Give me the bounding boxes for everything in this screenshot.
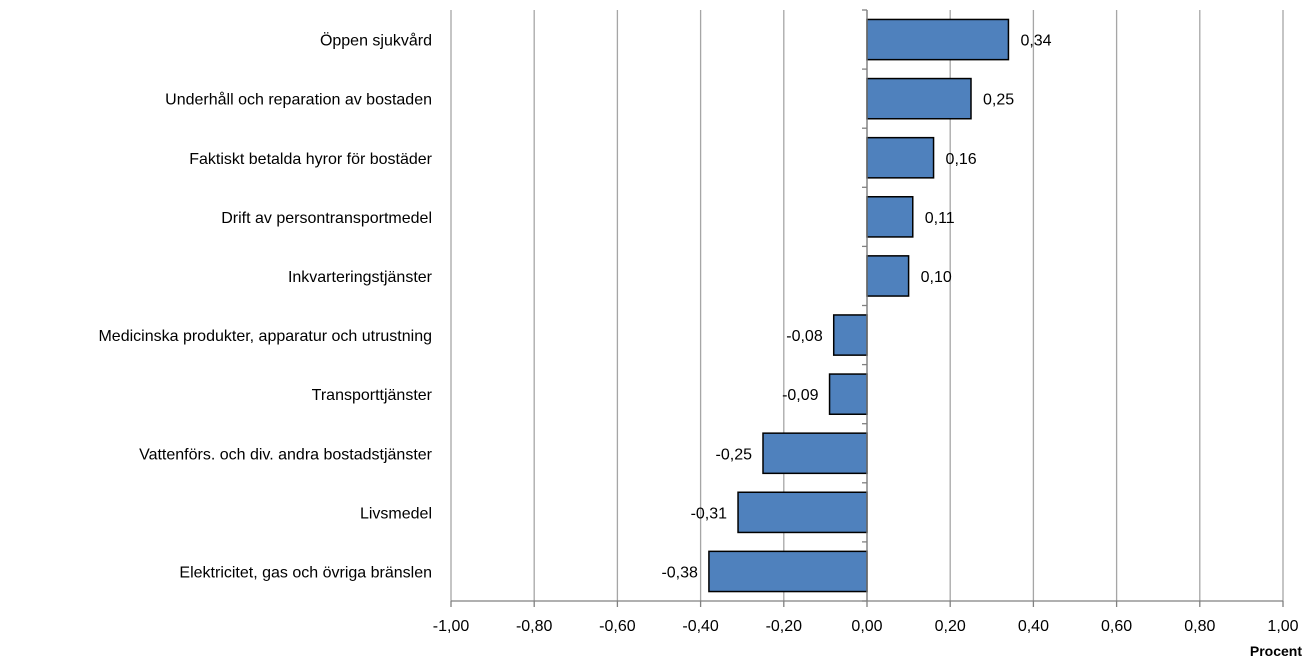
data-label: -0,09 <box>782 387 819 404</box>
x-tick-label: -0,40 <box>682 618 719 635</box>
data-label: 0,25 <box>983 92 1014 109</box>
category-label: Transporttjänster <box>312 387 433 404</box>
bar <box>762 432 868 475</box>
bar <box>708 550 868 593</box>
category-label: Medicinska produkter, apparatur och utru… <box>98 328 432 345</box>
axes <box>450 9 1284 607</box>
x-tick-label: 0,40 <box>1018 618 1049 635</box>
category-label: Vattenförs. och div. andra bostadstjänst… <box>139 446 433 463</box>
bar <box>828 373 868 415</box>
bar <box>866 255 910 297</box>
category-label: Faktiskt betalda hyror för bostäder <box>189 151 432 168</box>
data-label: 0,10 <box>921 269 952 286</box>
category-label: Drift av persontransportmedel <box>221 210 432 227</box>
x-tick-label: -0,60 <box>599 618 636 635</box>
category-label: Öppen sjukvård <box>320 32 432 50</box>
x-tick-label: 0,60 <box>1101 618 1132 635</box>
data-label: 0,11 <box>925 210 955 227</box>
x-tick-label: -1,00 <box>433 618 470 635</box>
category-label: Livsmedel <box>360 505 432 522</box>
x-tick-label: -0,80 <box>516 618 553 635</box>
x-tick-label: 0,20 <box>935 618 966 635</box>
bar <box>866 18 1010 61</box>
bar <box>832 314 868 356</box>
x-tick-label: 0,00 <box>851 618 882 635</box>
data-label: 0,34 <box>1020 33 1051 50</box>
data-label: -0,25 <box>716 446 753 463</box>
bar <box>866 136 935 179</box>
bar <box>866 196 914 238</box>
labels: -1,00 -0,80 -0,60 -0,40 -0,20 0,00 0,20 0,40 0,6… <box>98 32 1298 635</box>
data-label: -0,31 <box>691 505 728 522</box>
category-label: Inkvarteringstjänster <box>288 269 433 286</box>
bar <box>866 77 972 120</box>
data-label: -0,08 <box>786 328 823 345</box>
bars <box>708 18 1010 593</box>
x-tick-label: 0,80 <box>1184 618 1215 635</box>
x-axis-title: Procent <box>1250 643 1302 659</box>
category-label: Elektricitet, gas och övriga bränslen <box>179 564 432 581</box>
x-tick-label: 1,00 <box>1267 618 1298 635</box>
x-tick-label: -0,20 <box>766 618 803 635</box>
category-label: Underhåll och reparation av bostaden <box>165 91 432 109</box>
data-label: -0,38 <box>661 564 698 581</box>
data-label: 0,16 <box>946 151 977 168</box>
bar <box>737 491 868 534</box>
